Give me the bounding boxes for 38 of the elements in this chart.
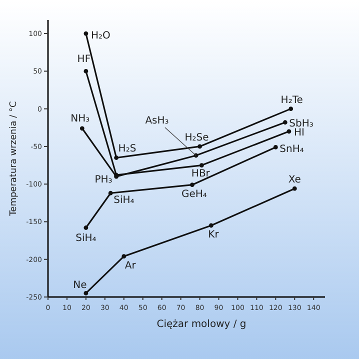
- y-axis-title: Temperatura wrzenia / °C: [9, 101, 19, 217]
- x-axis-title: Ciężar molowy / g: [156, 319, 246, 330]
- point: [288, 106, 294, 112]
- point: [208, 223, 214, 228]
- point: [198, 144, 202, 149]
- point: [114, 156, 118, 160]
- point: [286, 129, 292, 134]
- point: [122, 254, 126, 259]
- annotation: Ar: [124, 260, 137, 272]
- annotation: H₂S: [118, 144, 136, 155]
- point: [80, 126, 84, 131]
- point: [190, 182, 194, 188]
- annotation: SiH₄: [76, 232, 96, 244]
- annotation: SbH₃: [289, 118, 314, 130]
- annotation: HF: [77, 54, 91, 66]
- annotation: SnH₄: [280, 144, 304, 156]
- annotation: Kr: [208, 229, 220, 240]
- point: [84, 291, 88, 296]
- annotation: GeH₄: [181, 188, 207, 200]
- annotation: Ne: [73, 280, 87, 292]
- annotation: HI: [294, 127, 304, 138]
- point: [292, 186, 297, 191]
- point: [108, 190, 113, 196]
- annotation: Xe: [288, 174, 301, 186]
- annotation: PH₃: [94, 174, 112, 186]
- point: [84, 31, 88, 36]
- annotation: HBr: [191, 168, 211, 180]
- annotation: AsH₃: [145, 115, 169, 126]
- point: [84, 226, 88, 230]
- annotation: H₂O: [90, 30, 110, 42]
- point: [199, 163, 204, 168]
- point: [282, 120, 288, 125]
- annotation: SiH₄: [114, 195, 134, 206]
- point: [273, 145, 278, 150]
- point: [84, 68, 88, 74]
- annotation: H₂Se: [184, 132, 209, 144]
- annotation: H₂Te: [280, 94, 303, 106]
- annotation: NH₃: [70, 113, 90, 124]
